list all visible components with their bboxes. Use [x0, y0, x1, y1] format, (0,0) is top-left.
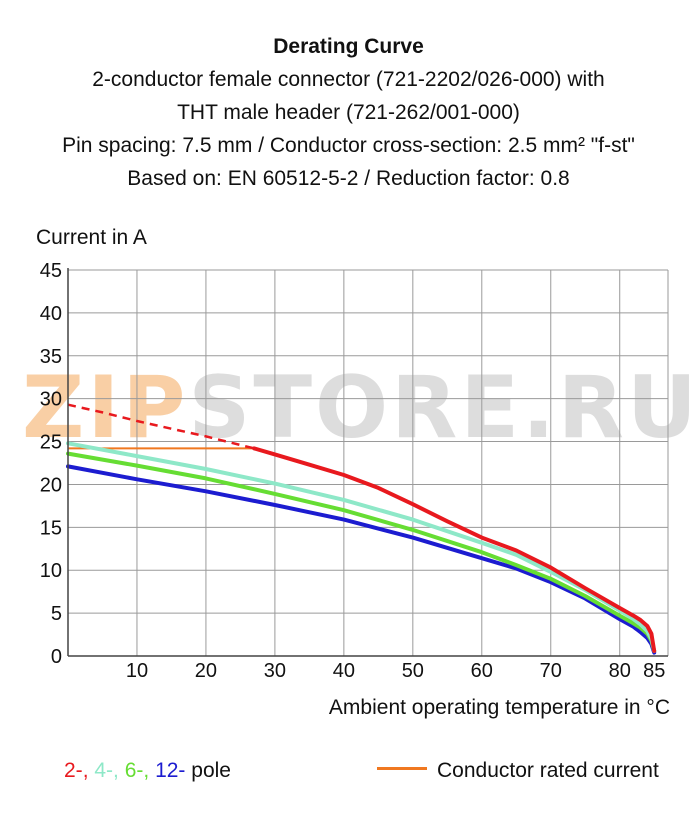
chart-subtitle-3: Pin spacing: 7.5 mm / Conductor cross-se… [62, 134, 635, 157]
y-tick-label-10: 10 [40, 560, 62, 582]
axes: 0 5 10 15 20 25 30 35 40 45 10 20 30 40 50 60 70 80 85 [40, 260, 668, 682]
legend-pole-6: 6- [124, 759, 144, 782]
series-2-pole-dashed [67, 403, 255, 450]
y-tick-label-35: 35 [40, 346, 62, 368]
legend-rated-label: Conductor rated current [437, 759, 659, 782]
y-tick-label-40: 40 [40, 303, 62, 325]
legend-rated-current: Conductor rated current [377, 759, 659, 783]
x-tick-label-20: 20 [195, 660, 217, 682]
x-tick-label-85: 85 [643, 660, 665, 682]
y-tick-label-5: 5 [51, 603, 62, 625]
series-6-pole-line [66, 451, 657, 653]
x-tick-label-30: 30 [264, 660, 286, 682]
y-tick-label-20: 20 [40, 474, 62, 496]
x-tick-label-80: 80 [609, 660, 631, 682]
x-tick-label-10: 10 [126, 660, 148, 682]
legend-sep-3: , [143, 759, 156, 782]
chart-title: Derating Curve [273, 35, 424, 58]
y-tick-label-30: 30 [40, 389, 62, 411]
legend-suffix: pole [185, 759, 231, 782]
chart-subtitle-1: 2-conductor female connector (721-2202/0… [92, 68, 605, 91]
legend-sep-2: , [113, 759, 125, 782]
x-axis-label: Ambient operating temperature in °C [329, 696, 670, 719]
x-tick-label-60: 60 [471, 660, 493, 682]
x-tick-label-50: 50 [402, 660, 424, 682]
x-tick-label-70: 70 [540, 660, 562, 682]
series-4-pole-line [66, 441, 657, 653]
legend-pole-4: 4- [94, 759, 114, 782]
y-tick-label-15: 15 [40, 517, 62, 539]
legend-poles: 2-, 4-, 6-, 12- pole [64, 759, 231, 783]
series-12-pole-line [66, 464, 657, 655]
chart-subtitle-4: Based on: EN 60512-5-2 / Reduction facto… [127, 167, 570, 190]
y-axis-label: Current in A [36, 226, 147, 249]
x-tick-label-40: 40 [333, 660, 355, 682]
series [66, 403, 657, 655]
legend-pole-2: 2- [64, 759, 83, 782]
chart-subtitle-2: THT male header (721-262/001-000) [177, 101, 520, 124]
y-tick-label-25: 25 [40, 432, 62, 454]
y-tick-label-0: 0 [51, 646, 62, 668]
legend-sep-1: , [82, 759, 95, 782]
legend-pole-12: 12- [155, 759, 186, 782]
y-tick-label-45: 45 [40, 260, 62, 282]
series-2-pole-line [252, 446, 657, 653]
chart-header: Derating Curve 2-conductor female connec… [0, 30, 697, 195]
legend-rated-swatch [377, 766, 427, 770]
grid [68, 269, 669, 656]
